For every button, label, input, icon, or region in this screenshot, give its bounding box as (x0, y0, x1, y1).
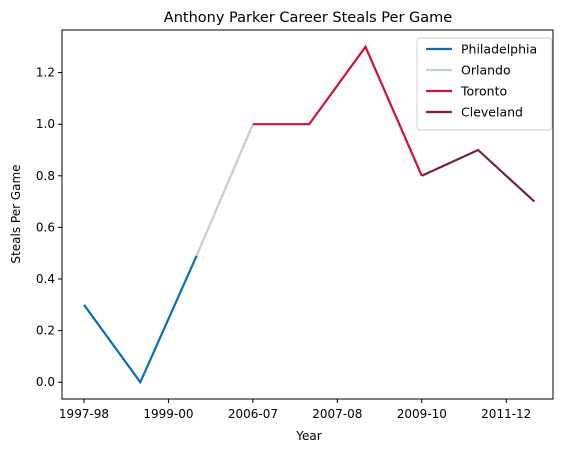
x-tick-label: 2009-10 (397, 407, 447, 421)
y-tick-label: 0.8 (36, 169, 55, 183)
legend: Philadelphia Orlando Toronto Cleveland (416, 37, 553, 131)
legend-label: Cleveland (461, 105, 523, 120)
legend-label: Orlando (461, 63, 511, 78)
x-tick-label: 2011-12 (481, 407, 531, 421)
chart-title: Anthony Parker Career Steals Per Game (164, 10, 452, 26)
y-tick-label: 0.4 (36, 272, 55, 286)
series-line-orlando (195, 123, 254, 257)
y-axis-label: Steals Per Game (9, 164, 23, 263)
y-tick-label: 0.2 (36, 324, 55, 338)
plot-area: 0.0 0.2 0.4 0.6 0.8 1.0 1.2 1997-98 1999-00 2006-… (36, 29, 554, 421)
x-tick-label: 1999-00 (143, 407, 193, 421)
plot-frame (61, 29, 554, 400)
legend-box (416, 37, 553, 131)
x-axis-label: Year (295, 429, 321, 443)
x-tick-label: 2006-07 (228, 407, 278, 421)
y-tick-label: 0.0 (36, 375, 55, 389)
x-tick-label: 1997-98 (59, 407, 109, 421)
series-line-toronto (252, 44, 423, 177)
series-line-philadelphia (83, 255, 198, 385)
y-tick-label: 0.6 (36, 220, 55, 234)
series-line-cleveland (421, 148, 536, 203)
y-tick-label: 1.2 (36, 66, 55, 80)
legend-label: Toronto (460, 84, 507, 99)
legend-label: Philadelphia (461, 42, 537, 57)
y-tick-label: 1.0 (36, 117, 55, 131)
x-tick-label: 2007-08 (312, 407, 362, 421)
